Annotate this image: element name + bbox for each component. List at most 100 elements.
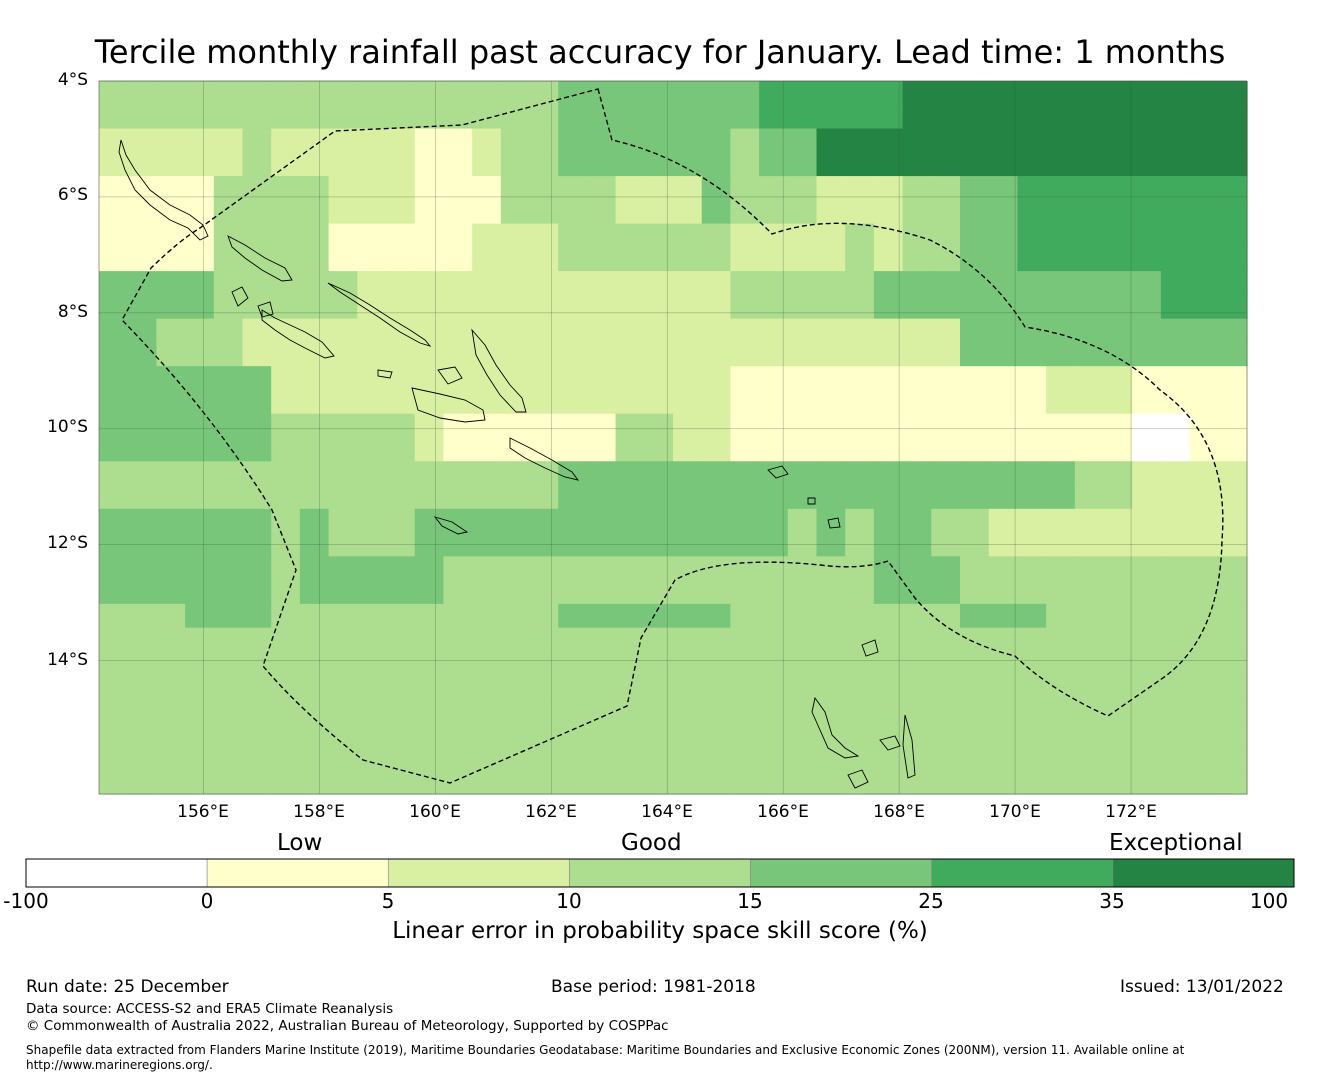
skill-grid [99, 81, 1248, 795]
skill-cell [960, 176, 990, 201]
skill-cell [443, 485, 473, 510]
skill-cell [673, 770, 703, 795]
skill-cell [1160, 485, 1191, 510]
skill-cell [759, 580, 789, 605]
skill-cell [328, 176, 358, 201]
skill-cell [299, 675, 330, 700]
skill-cell [443, 722, 473, 748]
skill-cell [156, 294, 186, 320]
skill-cell [127, 461, 157, 486]
skill-cell [1132, 342, 1162, 367]
skill-cell [558, 651, 588, 676]
skill-cell [99, 318, 129, 344]
skill-cell [1189, 152, 1219, 177]
skill-cell [213, 294, 244, 320]
skill-cell [730, 366, 760, 391]
skill-cell [443, 247, 473, 272]
skill-cell [615, 176, 645, 201]
skill-cell [873, 485, 904, 510]
skill-cell [615, 580, 645, 605]
skill-cell [99, 271, 129, 296]
skill-cell [558, 580, 588, 605]
island-malaita [471, 328, 527, 413]
skill-cell [271, 413, 301, 439]
skill-cell [902, 413, 932, 439]
skill-cell [127, 389, 157, 415]
skill-cell [213, 508, 244, 534]
skill-cell [586, 508, 617, 534]
skill-cell [99, 294, 129, 320]
skill-cell [472, 128, 502, 153]
skill-cell [701, 318, 731, 344]
skill-cell [500, 508, 531, 534]
skill-cell [730, 437, 760, 462]
skill-cell [1218, 722, 1248, 748]
skill-cell [386, 627, 416, 652]
skill-cell [1017, 485, 1047, 510]
skill-cell [1189, 556, 1219, 581]
skill-cell [1017, 413, 1047, 439]
skill-cell [1189, 746, 1219, 771]
skill-cell [1046, 651, 1076, 676]
skill-cell [357, 437, 387, 462]
skill-cell [156, 389, 186, 415]
lon-label-156e: 156°E [177, 802, 229, 822]
island-santa-isabel [327, 282, 432, 347]
skill-cell [529, 389, 559, 415]
skill-cell [701, 104, 731, 130]
skill-cell [213, 627, 244, 652]
skill-cell [558, 223, 588, 248]
skill-cell [1074, 223, 1105, 248]
skill-cell [242, 461, 272, 486]
skill-cell [1103, 556, 1133, 581]
skill-cell [701, 722, 731, 748]
shapefile-url[interactable]: http://www.marineregions.org/. [26, 1058, 213, 1072]
skill-cell [960, 152, 990, 177]
skill-cell [271, 508, 301, 534]
skill-cell [328, 223, 358, 248]
skill-cell [1017, 603, 1047, 629]
skill-cell [213, 437, 244, 462]
skill-cell [988, 461, 1018, 486]
skill-cell [414, 556, 444, 581]
skill-cell [873, 770, 904, 795]
skill-cell [529, 294, 559, 320]
skill-cell [127, 104, 157, 130]
skill-cell [931, 223, 961, 248]
skill-cell [443, 128, 473, 153]
skill-cell [759, 247, 789, 272]
skill-cell [673, 294, 703, 320]
skill-cell [213, 104, 244, 130]
skill-cell [1132, 176, 1162, 201]
skill-cell [787, 580, 818, 605]
skill-cell [1160, 508, 1191, 534]
skill-cell [127, 770, 157, 795]
skill-cell [328, 271, 358, 296]
skill-cell [386, 675, 416, 700]
skill-cell [529, 746, 559, 771]
skill-cell [1074, 81, 1105, 106]
skill-cell [988, 104, 1018, 130]
skill-cell [185, 342, 215, 367]
skill-cell [787, 366, 818, 391]
skill-cell [701, 698, 731, 724]
skill-cell [701, 199, 731, 225]
skill-cell [156, 247, 186, 272]
skill-cell [1189, 461, 1219, 486]
skill-cell [787, 603, 818, 629]
skill-cell [988, 271, 1018, 296]
skill-cell [386, 176, 416, 201]
skill-cell [759, 722, 789, 748]
skill-cell [845, 580, 875, 605]
skill-cell [185, 770, 215, 795]
skill-cell [615, 746, 645, 771]
island-new-georgia [261, 309, 335, 359]
skill-cell [673, 627, 703, 652]
skill-cell [1017, 152, 1047, 177]
skill-cell [730, 603, 760, 629]
skill-cell [845, 770, 875, 795]
skill-cell [816, 508, 846, 534]
skill-cell [1132, 698, 1162, 724]
skill-cell [99, 675, 129, 700]
skill-cell [1189, 437, 1219, 462]
